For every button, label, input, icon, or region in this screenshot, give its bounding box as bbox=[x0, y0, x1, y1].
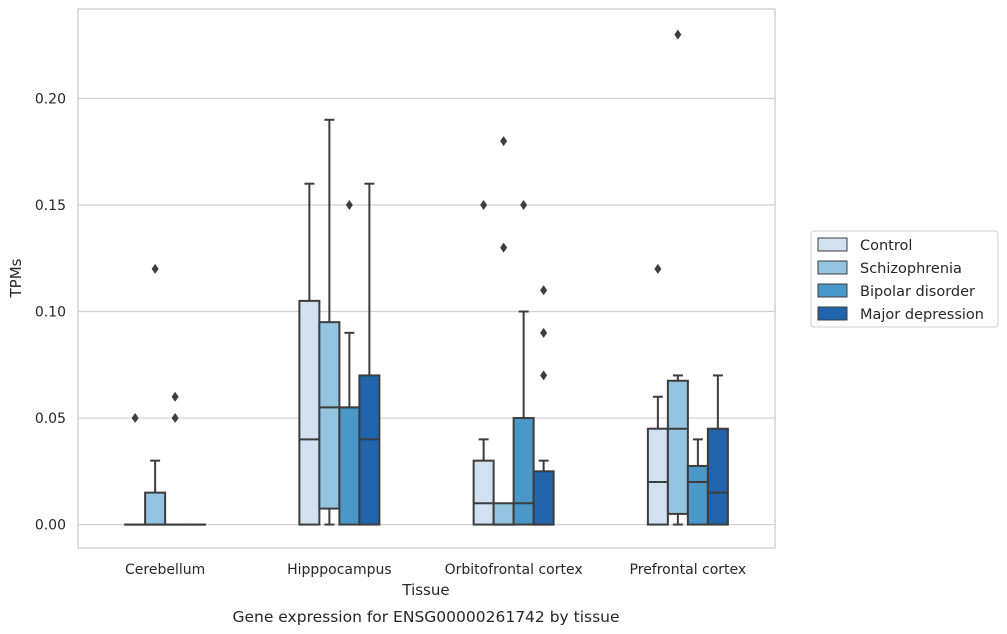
legend-swatch bbox=[817, 306, 848, 321]
y-axis-label: TPMs bbox=[7, 258, 25, 298]
outlier-point bbox=[540, 370, 548, 381]
box-2-1 bbox=[492, 136, 515, 526]
box-body bbox=[472, 459, 495, 526]
box-0-2 bbox=[164, 391, 187, 526]
outlier-point bbox=[345, 200, 353, 210]
legend: Control Schizophrenia Bipolar disorder Majo… bbox=[810, 230, 999, 328]
box-0-0 bbox=[124, 413, 147, 526]
outlier-point bbox=[540, 285, 548, 296]
box-body bbox=[492, 502, 515, 526]
legend-swatch bbox=[817, 260, 848, 275]
legend-label: Bipolar disorder bbox=[860, 284, 975, 300]
box-3-2 bbox=[686, 438, 709, 526]
outlier-point bbox=[500, 136, 508, 147]
legend-swatch bbox=[817, 237, 848, 252]
outlier-point bbox=[674, 29, 682, 40]
x-tick-label: Orbitofrontal cortex bbox=[445, 562, 583, 578]
outlier-point bbox=[151, 263, 159, 274]
box-body bbox=[706, 427, 729, 526]
box-3-0 bbox=[646, 263, 669, 526]
outlier-point bbox=[520, 200, 528, 210]
y-tick-label: 0.15 bbox=[35, 198, 66, 214]
boxes bbox=[124, 29, 729, 526]
outlier-point bbox=[654, 263, 662, 274]
x-tick-label: Cerebellum bbox=[125, 562, 205, 578]
outlier-point bbox=[540, 327, 548, 338]
box-body bbox=[318, 321, 341, 510]
outlier-point bbox=[171, 413, 179, 424]
y-axis-ticks: 0.00 0.05 0.10 0.15 0.20 bbox=[35, 91, 66, 533]
box-body bbox=[358, 374, 381, 526]
y-tick-label: 0.10 bbox=[35, 305, 66, 321]
box-body bbox=[646, 427, 669, 526]
outlier-point bbox=[131, 413, 139, 424]
outlier-point bbox=[500, 242, 508, 253]
legend-label: Control bbox=[860, 238, 912, 254]
x-axis-ticks: Cerebellum Hipppocampus Orbitofrontal cort… bbox=[125, 562, 746, 578]
y-tick-label: 0.05 bbox=[35, 411, 66, 427]
box-body bbox=[532, 470, 555, 526]
box-body bbox=[144, 491, 167, 526]
box-body bbox=[686, 464, 709, 526]
outlier-point bbox=[480, 200, 488, 210]
plot-frame bbox=[77, 8, 776, 549]
outlier-point bbox=[171, 391, 179, 402]
x-tick-label: Hipppocampus bbox=[287, 562, 392, 578]
box-2-0 bbox=[472, 200, 495, 526]
box-3-1 bbox=[666, 29, 689, 526]
legend-frame bbox=[810, 230, 999, 328]
box-3-3 bbox=[706, 374, 729, 526]
box-body bbox=[338, 406, 361, 526]
box-body bbox=[666, 379, 689, 515]
legend-label: Schizophrenia bbox=[860, 261, 962, 277]
box-1-1 bbox=[318, 118, 341, 526]
box-0-1 bbox=[144, 263, 167, 526]
chart-caption: Gene expression for ENSG00000261742 by t… bbox=[232, 608, 619, 626]
box-body bbox=[512, 417, 535, 526]
legend-swatch bbox=[817, 283, 848, 298]
y-tick-label: 0.00 bbox=[35, 518, 66, 534]
x-tick-label: Prefrontal cortex bbox=[630, 562, 747, 578]
box-body bbox=[298, 299, 321, 526]
x-axis-label: Tissue bbox=[401, 581, 449, 599]
y-tick-label: 0.20 bbox=[35, 91, 66, 107]
legend-label: Major depression bbox=[860, 307, 984, 323]
box-1-3 bbox=[358, 182, 381, 526]
box-2-3 bbox=[532, 285, 555, 526]
